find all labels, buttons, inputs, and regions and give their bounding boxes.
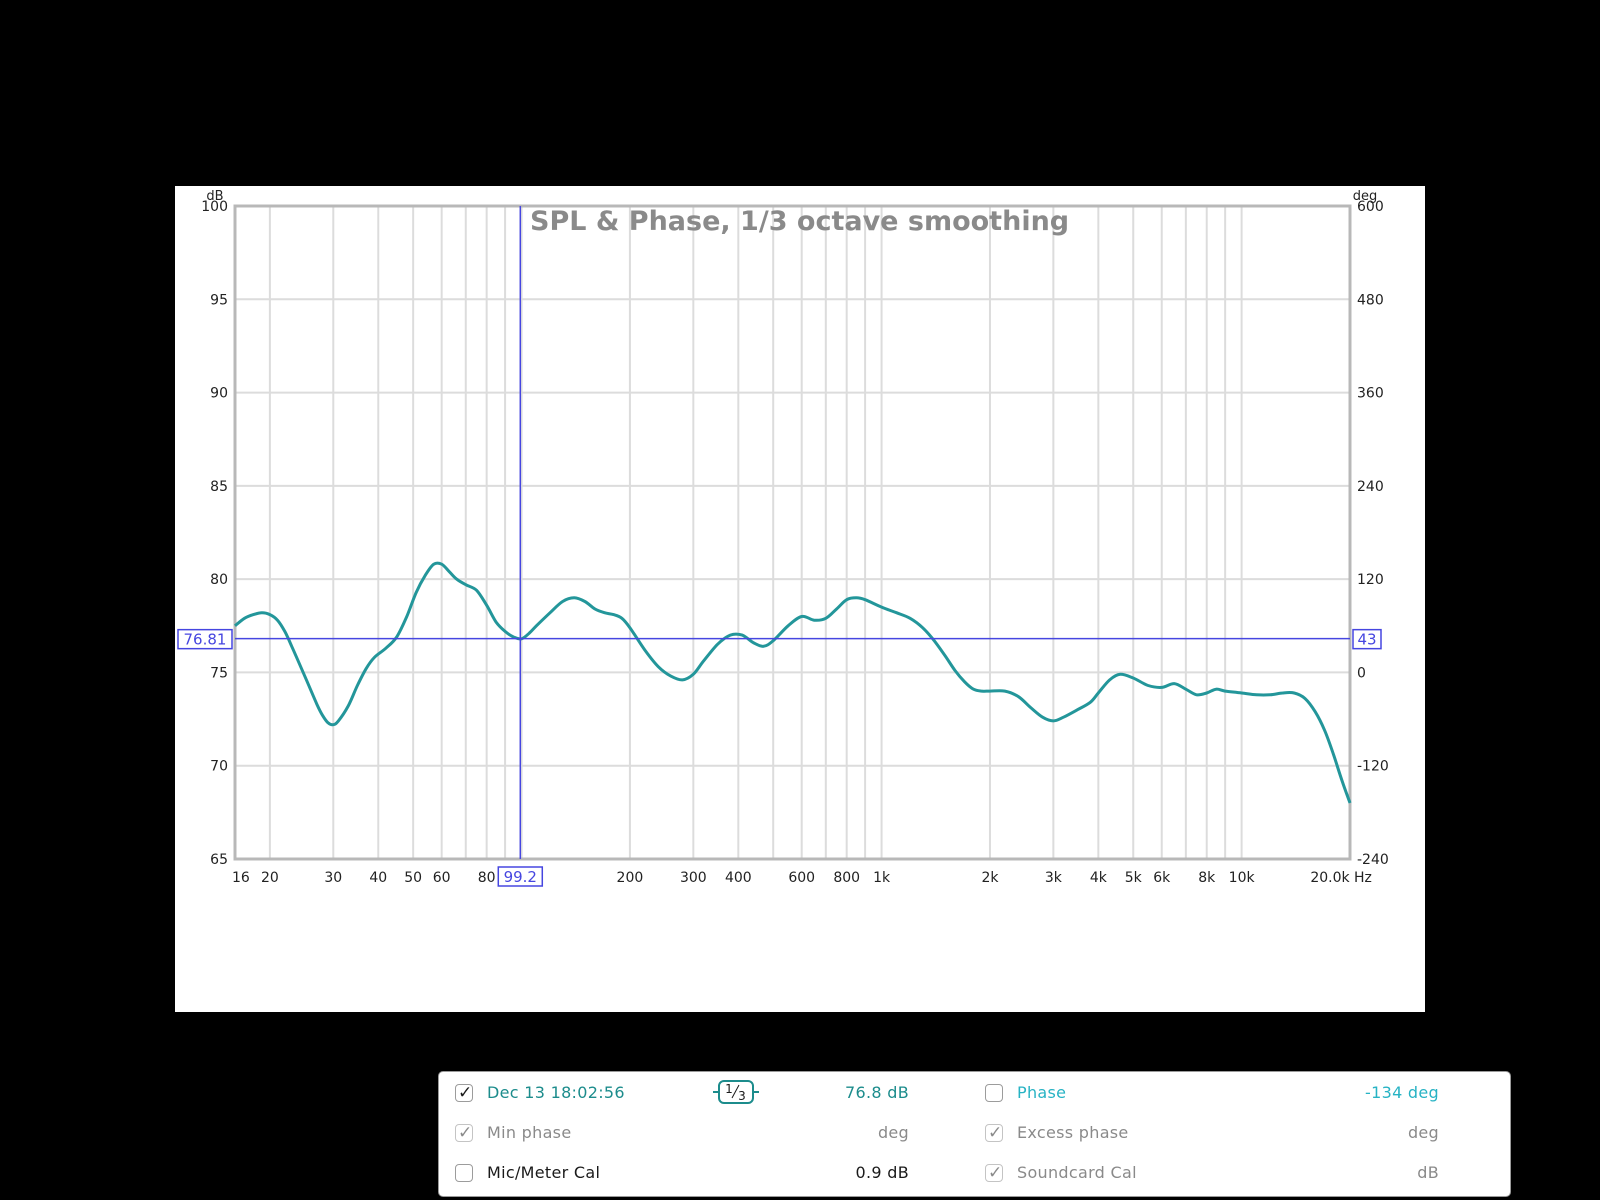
excess-phase-value: deg	[1407, 1123, 1439, 1142]
x-tick-label: 3k	[1045, 870, 1063, 886]
legend-row-cal: Mic/Meter Cal 0.9 dB ✓ Soundcard Cal dB	[439, 1160, 1510, 1190]
chart-title: SPL & Phase, 1/3 octave smoothing	[530, 206, 1069, 237]
cursor-x-label: 99.2	[504, 868, 537, 886]
x-tick-label: 6k	[1153, 870, 1171, 886]
measurement-checkbox[interactable]: ✓	[455, 1083, 473, 1103]
soundcard-cal-label: Soundcard Cal	[1017, 1163, 1137, 1182]
x-tick-label: 600	[788, 870, 815, 886]
right-axis-unit: deg	[1353, 189, 1378, 204]
legend-row-measurement: ✓ Dec 13 18:02:56 1 3 76.8 dB Phase -134…	[439, 1080, 1510, 1110]
y-left-tick-label: 65	[210, 852, 228, 868]
mic-meter-cal-label: Mic/Meter Cal	[487, 1163, 601, 1182]
cursor-y-label-box	[177, 628, 233, 650]
x-tick-label: 1k	[873, 870, 891, 886]
left-axis-unit: dB	[206, 189, 223, 204]
excess-phase-checkbox[interactable]: ✓	[985, 1123, 1003, 1143]
y-right-tick-label: 600	[1357, 199, 1384, 215]
mic-meter-cal-checkbox[interactable]	[455, 1164, 473, 1182]
graph-panel: SPL & Phase, 1/3 octave smoothing dB 100 95…	[175, 186, 1511, 1197]
x-tick-label: 300	[680, 870, 707, 886]
phase-value: -134 deg	[1365, 1083, 1439, 1102]
y-left-tick-label: 75	[210, 665, 228, 681]
x-tick-label: 8k	[1198, 870, 1216, 886]
y-right-tick-label: -120	[1357, 759, 1389, 775]
x-tick-label: 20	[261, 870, 279, 886]
y-right-tick-label: 0	[1357, 665, 1366, 681]
check-icon: ✓	[458, 1123, 473, 1143]
smoothing-numerator: 1	[725, 1082, 733, 1096]
x-tick-label: 5k	[1125, 870, 1143, 886]
x-tick-label: 60	[433, 870, 451, 886]
y-right-tick-label: 480	[1357, 292, 1384, 308]
min-phase-checkbox[interactable]: ✓	[455, 1123, 473, 1143]
y-right-tick-label: -240	[1357, 852, 1389, 868]
measurement-spl-value: 76.8 dB	[845, 1083, 909, 1102]
check-icon: ✓	[988, 1163, 1003, 1183]
y-right-tick-label: 240	[1357, 479, 1384, 495]
cursor-right-label: 43	[1357, 631, 1376, 649]
excess-phase-label: Excess phase	[1017, 1123, 1129, 1142]
y-left-tick-label: 85	[210, 479, 228, 495]
smoothing-denominator: 3	[738, 1089, 746, 1103]
smoothing-button[interactable]: 1 3	[713, 1080, 759, 1104]
y-left-tick-label: 95	[210, 292, 228, 308]
legend-row-min-phase: ✓ Min phase deg ✓ Excess phase deg	[439, 1120, 1510, 1150]
x-tick-label: 40	[369, 870, 387, 886]
spl-trace	[234, 561, 1352, 804]
x-tick-label: 2k	[981, 870, 999, 886]
check-icon: ✓	[458, 1083, 473, 1103]
soundcard-cal-checkbox[interactable]: ✓	[985, 1163, 1003, 1183]
min-phase-label: Min phase	[487, 1123, 572, 1142]
check-icon: ✓	[988, 1123, 1003, 1143]
x-tick-label: 4k	[1090, 870, 1108, 886]
y-left-tick-label: 70	[210, 759, 228, 775]
plot-frame	[233, 204, 1352, 861]
measurement-name: Dec 13 18:02:56	[487, 1083, 625, 1102]
cursor-y-label: 76.81	[184, 631, 227, 649]
x-tick-label: 50	[404, 870, 422, 886]
y-left-tick-label: 100	[201, 199, 228, 215]
x-axis-unit: Hz	[1354, 870, 1372, 886]
x-tick-label: 80	[478, 870, 496, 886]
min-phase-value: deg	[877, 1123, 909, 1142]
cursor-right-label-box	[1352, 628, 1382, 650]
soundcard-cal-value: dB	[1417, 1163, 1439, 1182]
x-tick-label: 10k	[1229, 870, 1256, 886]
x-tick-label: 400	[725, 870, 752, 886]
y-left-tick-label: 80	[210, 572, 228, 588]
y-right-tick-label: 360	[1357, 386, 1384, 402]
legend-panel: ✓ Dec 13 18:02:56 1 3 76.8 dB Phase -134…	[438, 1071, 1511, 1197]
phase-checkbox[interactable]	[985, 1084, 1003, 1102]
x-tick-label: 20.0k	[1310, 870, 1350, 886]
y-left-tick-label: 90	[210, 386, 228, 402]
phase-label: Phase	[1017, 1083, 1067, 1102]
x-tick-label: 800	[833, 870, 860, 886]
x-tick-label: 16	[232, 870, 250, 886]
x-tick-label: 200	[617, 870, 644, 886]
cursor-x-label-box	[497, 866, 544, 887]
mic-meter-cal-value: 0.9 dB	[855, 1163, 909, 1182]
x-tick-label: 30	[324, 870, 342, 886]
y-right-tick-label: 120	[1357, 572, 1384, 588]
